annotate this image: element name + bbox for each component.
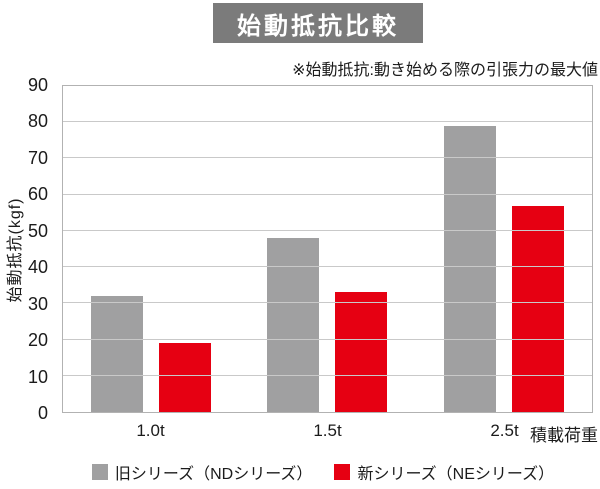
legend-item: 旧シリーズ（NDシリーズ）: [91, 460, 313, 484]
gridline: [63, 157, 592, 159]
gridline: [63, 266, 592, 268]
legend-item: 新シリーズ（NEシリーズ）: [334, 460, 554, 484]
y-tick-label: 10: [27, 366, 48, 387]
bar: [443, 125, 496, 412]
bar-group-2.5t: [443, 86, 564, 412]
gridline: [63, 374, 592, 376]
gridline: [63, 121, 592, 123]
y-tick-label: 30: [27, 293, 48, 314]
legend-swatch-icon: [334, 464, 351, 480]
chart-title: 始動抵抗比較: [237, 12, 399, 40]
legend-swatch-icon: [91, 464, 108, 480]
chart-legend: 旧シリーズ（NDシリーズ） 新シリーズ（NEシリーズ）: [0, 460, 600, 484]
bar-groups: [63, 86, 592, 412]
y-tick-label: 60: [27, 184, 48, 205]
bar-group-1.0t: [91, 86, 212, 412]
bar: [335, 292, 388, 412]
bar-group-1.5t: [267, 86, 388, 412]
x-axis-unit-label: 積載荷重: [530, 426, 598, 445]
bar: [91, 296, 144, 412]
chart-title-box: 始動抵抗比較: [213, 3, 423, 43]
plot-area: [62, 85, 593, 413]
x-tick-label: 1.0t: [136, 421, 165, 440]
gridline: [63, 302, 592, 304]
gridline: [63, 338, 592, 340]
y-tick-label: 80: [27, 111, 48, 132]
legend-label: 新シリーズ（NEシリーズ）: [357, 466, 555, 483]
y-tick-label: 90: [27, 75, 48, 95]
y-tick-label: 0: [37, 403, 48, 423]
x-tick-label: 1.5t: [313, 421, 342, 440]
bar: [511, 205, 564, 412]
bar: [159, 343, 212, 412]
y-tick-label: 70: [27, 147, 48, 168]
legend-label: 旧シリーズ（NDシリーズ）: [114, 466, 313, 483]
y-axis-ticks: 0 10 20 30 40 50 60 70 80 90: [0, 76, 54, 422]
y-tick-label: 50: [27, 220, 48, 241]
y-tick-label: 40: [27, 257, 48, 278]
bar: [267, 238, 320, 412]
footnote-text: ※始動抵抗:動き始める際の引張力の最大値: [292, 62, 598, 79]
x-tick-label: 2.5t: [490, 421, 519, 440]
y-tick-label: 20: [27, 330, 48, 351]
gridline: [63, 229, 592, 231]
x-axis-labels: 1.0t 1.5t 2.5t: [62, 421, 593, 441]
gridline: [63, 193, 592, 195]
